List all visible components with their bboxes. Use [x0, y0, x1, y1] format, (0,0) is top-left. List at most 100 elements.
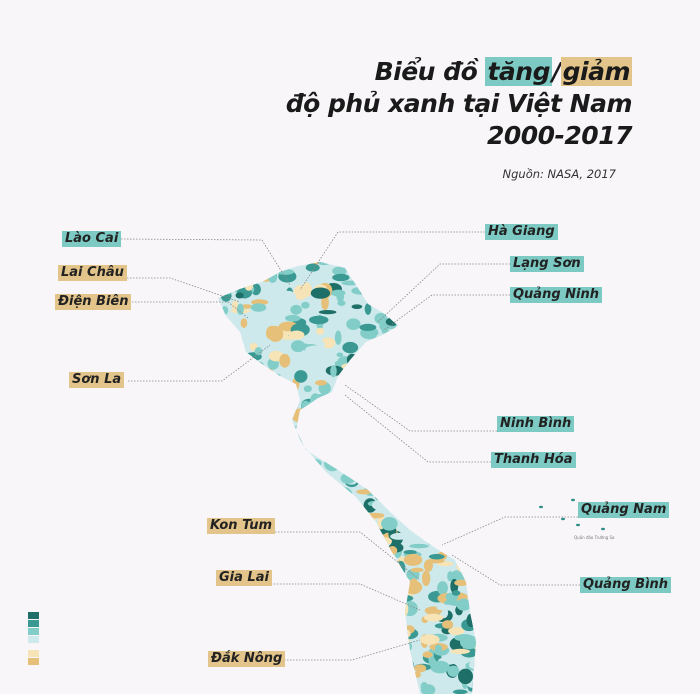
map-patch [204, 380, 216, 386]
map-patch [383, 613, 402, 618]
map-patch [235, 292, 244, 299]
map-patch [426, 433, 438, 448]
map-patch [348, 621, 358, 629]
map-patch [334, 531, 345, 547]
map-patch [316, 629, 334, 643]
map-patch [438, 436, 446, 443]
map-patch [390, 682, 409, 689]
map-patch [218, 336, 227, 343]
map-patch [269, 603, 281, 617]
province-label-kon-tum: Kon Tum [207, 518, 276, 534]
map-patch [420, 681, 428, 691]
map-patch [297, 683, 312, 694]
map-patch [470, 397, 476, 408]
map-patch [350, 263, 369, 275]
map-patch [278, 550, 291, 555]
map-patch [218, 614, 233, 626]
map-patch [410, 386, 422, 391]
map-patch [209, 686, 218, 694]
map-patch [343, 489, 352, 499]
map-patch [218, 458, 225, 465]
map-patch [465, 396, 476, 406]
map-patch [252, 611, 265, 618]
legend-swatch-slight-decrease [28, 650, 39, 657]
map-patch [263, 369, 274, 379]
map-patch [240, 318, 248, 328]
map-patch [248, 469, 266, 474]
map-patch [203, 389, 218, 395]
map-patch [351, 304, 363, 310]
map-patch [269, 636, 288, 649]
leader-line-son-la [128, 344, 271, 382]
map-patch [300, 539, 316, 551]
map-patch [370, 262, 381, 265]
map-patch [371, 561, 388, 567]
map-patch [219, 432, 229, 449]
map-patch [285, 314, 301, 322]
map-patch [433, 335, 450, 342]
map-patch [450, 289, 460, 306]
map-patch [276, 406, 294, 417]
map-patch [296, 556, 309, 567]
map-patch [228, 453, 244, 464]
leader-line-lang-son [377, 263, 510, 323]
map-patch [385, 360, 404, 373]
map-patch [343, 605, 353, 621]
map-patch [357, 539, 375, 546]
map-patch [338, 498, 346, 504]
map-patch [356, 376, 372, 389]
map-patch [272, 540, 286, 548]
map-patch [370, 634, 379, 645]
map-patch [450, 339, 466, 346]
map-patch [260, 285, 274, 291]
map-patch [342, 341, 359, 354]
leader-line-quang-binh [451, 554, 580, 586]
map-patch [379, 666, 392, 672]
map-patch [381, 488, 400, 504]
map-patch [236, 303, 244, 315]
title-prefix: Biểu đồ [374, 57, 486, 86]
map-patch [330, 540, 349, 549]
map-patch [462, 454, 476, 468]
map-patch [387, 449, 407, 460]
map-patch [353, 379, 363, 386]
map-patch [449, 544, 466, 560]
map-patch [454, 579, 469, 587]
map-patch [310, 470, 319, 475]
map-patch [349, 588, 357, 596]
map-patch [411, 387, 424, 403]
map-patch [301, 413, 321, 428]
map-patch [288, 503, 301, 512]
map-patch [382, 337, 402, 354]
map-patch [381, 282, 396, 299]
map-patch [337, 459, 355, 464]
map-patch [338, 665, 355, 681]
map-patch [274, 556, 287, 571]
map-patch [391, 395, 410, 412]
map-patch [218, 468, 224, 477]
map-patch [385, 317, 399, 326]
province-label-lai-chau: Lai Châu [58, 265, 127, 281]
map-patch [207, 331, 218, 341]
map-patch [290, 304, 302, 315]
map-patch [389, 459, 404, 468]
map-patch [218, 346, 222, 363]
map-patch [280, 262, 295, 266]
map-patch [281, 572, 295, 579]
map-patch [387, 546, 398, 555]
title-increase: tăng [485, 57, 552, 86]
map-patch [218, 284, 225, 293]
map-patch [274, 428, 292, 434]
map-patch [395, 483, 409, 499]
map-patch [374, 600, 392, 608]
map-patch [357, 513, 364, 520]
map-patch [434, 644, 442, 653]
map-patch [367, 389, 384, 399]
map-patch [455, 503, 471, 510]
map-patch [409, 321, 422, 333]
map-patch [226, 464, 237, 479]
map-patch [281, 678, 289, 691]
map-patch [447, 571, 454, 582]
map-patch [381, 349, 391, 366]
legend-swatch-decrease [28, 658, 39, 665]
